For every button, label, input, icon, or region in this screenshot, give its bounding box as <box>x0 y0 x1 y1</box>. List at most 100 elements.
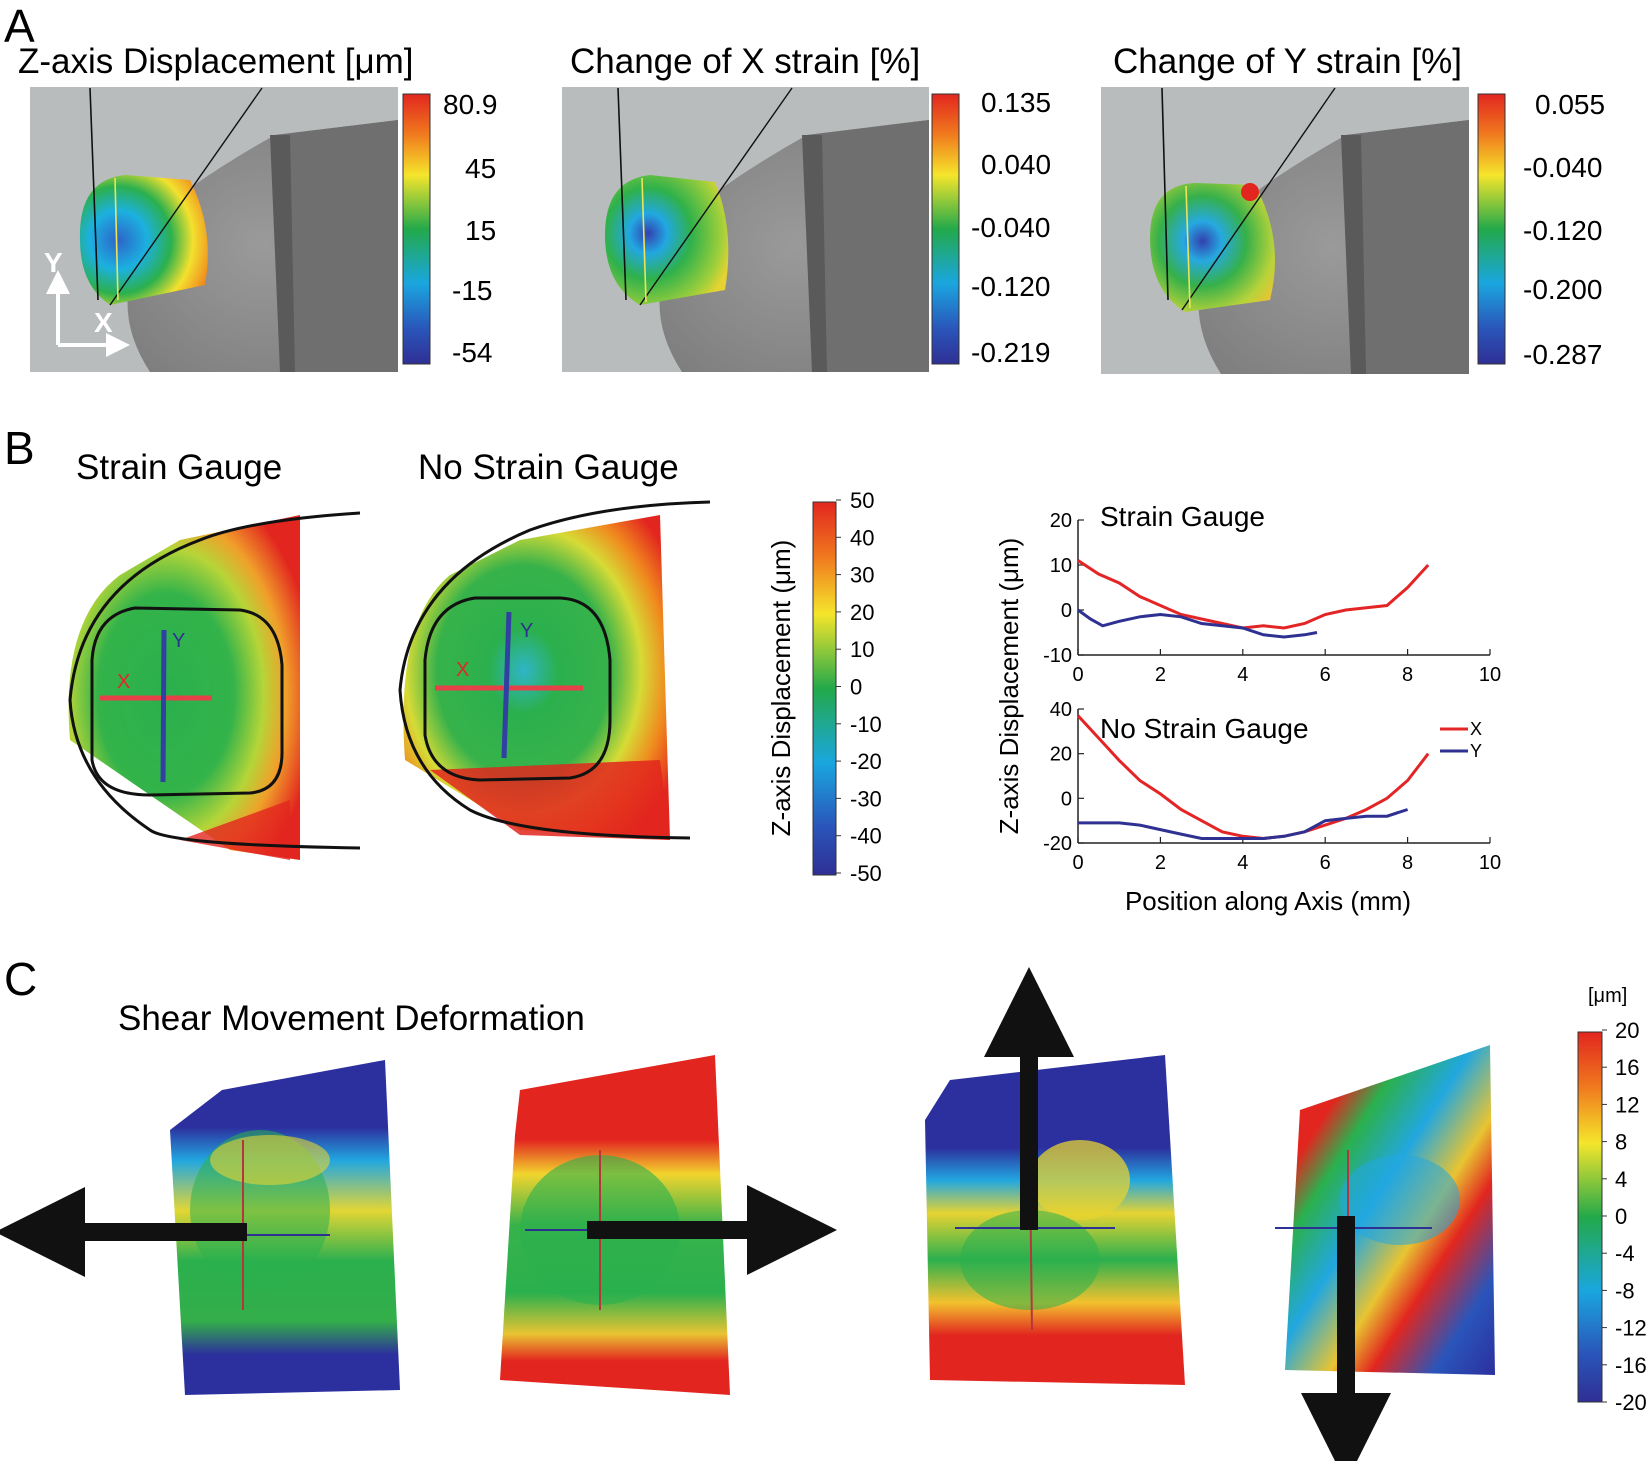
panel-a-axis-x: X <box>94 307 113 338</box>
tick-label: 16 <box>1615 1055 1639 1080</box>
x-tick-label: 10 <box>1479 852 1501 874</box>
y-tick-label: 20 <box>1050 510 1072 532</box>
tick-label: -40 <box>850 824 882 849</box>
tick-label: 12 <box>1615 1092 1639 1117</box>
panel-b-map-1-x-marker: X <box>117 671 130 693</box>
tick-label: -4 <box>1615 1241 1635 1266</box>
tick-label: -12 <box>1615 1316 1647 1341</box>
panel-c-colorbar: [μm] 20 16 12 8 4 0 -4 -8 -12 -16 -20 <box>1577 985 1647 1415</box>
tick-label: 0.135 <box>981 87 1051 118</box>
panel-c-colorbar-unit: [μm] <box>1588 985 1627 1007</box>
y-tick-label: -10 <box>1043 645 1072 667</box>
tick-label: 15 <box>465 215 496 246</box>
panel-c-map-1 <box>0 1060 400 1395</box>
panel-a-colorbar-1-ticks: 80.9 45 15 -15 -54 <box>443 89 498 368</box>
panel-b-colorbar-ticks: 50 40 30 20 10 0 -10 -20 -30 -40 -50 <box>836 488 882 886</box>
panel-a-colorbar-3 <box>1477 93 1506 365</box>
panel-a-map-1-title: Z-axis Displacement [μm] <box>18 42 414 81</box>
panel-a-colorbar-2 <box>931 93 960 365</box>
tick-label: -0.219 <box>971 337 1050 368</box>
tick-label: 0 <box>1615 1204 1627 1229</box>
y-tick-label: 0 <box>1061 788 1072 810</box>
panel-a-colorbar-1 <box>402 93 431 365</box>
tick-label: -0.040 <box>1523 152 1602 183</box>
x-tick-label: 6 <box>1320 852 1331 874</box>
panel-b-map-1-title: Strain Gauge <box>76 448 282 487</box>
panel-c-title: Shear Movement Deformation <box>118 999 585 1038</box>
panel-b-map-2-x-marker: X <box>456 659 469 681</box>
legend-label: Y <box>1470 741 1482 761</box>
x-tick-label: 8 <box>1402 664 1413 686</box>
x-tick-label: 10 <box>1479 664 1501 686</box>
tick-label: 0 <box>850 675 862 700</box>
tick-label: -0.200 <box>1523 274 1602 305</box>
chart-y-axis-label: Z-axis Displacement (μm) <box>994 538 1024 835</box>
tick-label: -20 <box>1615 1390 1647 1415</box>
panel-b-map-1-y-marker: Y <box>172 630 185 652</box>
panel-b-map-2-y-marker: Y <box>520 620 533 642</box>
x-tick-label: 0 <box>1072 852 1083 874</box>
y-tick-label: 10 <box>1050 555 1072 577</box>
panel-b-map-strain-gauge: X Y <box>68 511 361 860</box>
tick-label: -0.120 <box>1523 215 1602 246</box>
panel-b-letter: B <box>4 422 35 474</box>
x-tick-label: 2 <box>1155 852 1166 874</box>
tick-label: 45 <box>465 153 496 184</box>
tick-label: -0.040 <box>971 212 1050 243</box>
tick-label: 0.040 <box>981 149 1051 180</box>
tick-label: 20 <box>1615 1018 1639 1043</box>
tick-label: 30 <box>850 563 874 588</box>
x-tick-label: 4 <box>1237 852 1248 874</box>
x-tick-label: 6 <box>1320 664 1331 686</box>
tick-label: 10 <box>850 637 874 662</box>
panel-c-colorbar-ticks: 20 16 12 8 4 0 -4 -8 -12 -16 -20 <box>1602 1018 1647 1415</box>
panel-a-map-y-strain: Change of Y strain [%] 0.055 -0.040 -0.1… <box>1101 42 1605 374</box>
chart-x-axis-label: Position along Axis (mm) <box>1125 886 1411 916</box>
tick-label: -50 <box>850 861 882 886</box>
series-line-Y <box>1078 808 1409 840</box>
panel-b-colorbar: 50 40 30 20 10 0 -10 -20 -30 -40 -50 Z-axis Displa… <box>766 488 882 886</box>
panel-c-map-2 <box>500 1055 837 1395</box>
panel-b-map-2-title: No Strain Gauge <box>418 448 679 487</box>
panel-a-axis-y: Y <box>44 247 63 278</box>
panel-a-colorbar-3-ticks: 0.055 -0.040 -0.120 -0.200 -0.287 <box>1523 89 1605 370</box>
panel-a-map-3-title: Change of Y strain [%] <box>1113 42 1462 81</box>
panel-a-colorbar-2-ticks: 0.135 0.040 -0.040 -0.120 -0.219 <box>971 87 1051 368</box>
series-line-1 <box>1077 608 1318 639</box>
tick-label: -15 <box>452 275 492 306</box>
tick-label: -8 <box>1615 1278 1635 1303</box>
y-tick-label: 40 <box>1050 699 1072 721</box>
x-tick-label: 8 <box>1402 852 1413 874</box>
y-tick-label: 20 <box>1050 744 1072 766</box>
y-tick-label: -20 <box>1043 833 1072 855</box>
panel-a-letter: A <box>4 0 35 52</box>
x-tick-label: 0 <box>1072 664 1083 686</box>
x-tick-label: 2 <box>1155 664 1166 686</box>
chart-title: Strain Gauge <box>1100 501 1265 532</box>
tick-label: -0.120 <box>971 271 1050 302</box>
panel-c-letter: C <box>4 953 37 1005</box>
panel-c-map-4 <box>1275 1045 1495 1461</box>
panel-a-map-2-title: Change of X strain [%] <box>570 42 920 81</box>
tick-label: 80.9 <box>443 89 498 120</box>
tick-label: 8 <box>1615 1130 1627 1155</box>
panel-b-colorbar-label: Z-axis Displacement (μm) <box>766 540 796 837</box>
tick-label: 4 <box>1615 1167 1627 1192</box>
tick-label: -54 <box>452 337 492 368</box>
tick-label: -30 <box>850 786 882 811</box>
y-tick-label: 0 <box>1061 600 1072 622</box>
tick-label: 40 <box>850 525 874 550</box>
series-line-0 <box>1077 559 1430 630</box>
tick-label: -16 <box>1615 1353 1647 1378</box>
tick-label: 20 <box>850 600 874 625</box>
tick-label: 50 <box>850 488 874 513</box>
tick-label: 0.055 <box>1535 89 1605 120</box>
x-tick-label: 4 <box>1237 664 1248 686</box>
tick-label: -20 <box>850 749 882 774</box>
panel-b-map-no-strain-gauge: X Y <box>398 500 711 840</box>
panel-a-map-x-strain: Change of X strain [%] 0.135 0.040 -0.04… <box>562 42 1051 372</box>
tick-label: -0.287 <box>1523 339 1602 370</box>
